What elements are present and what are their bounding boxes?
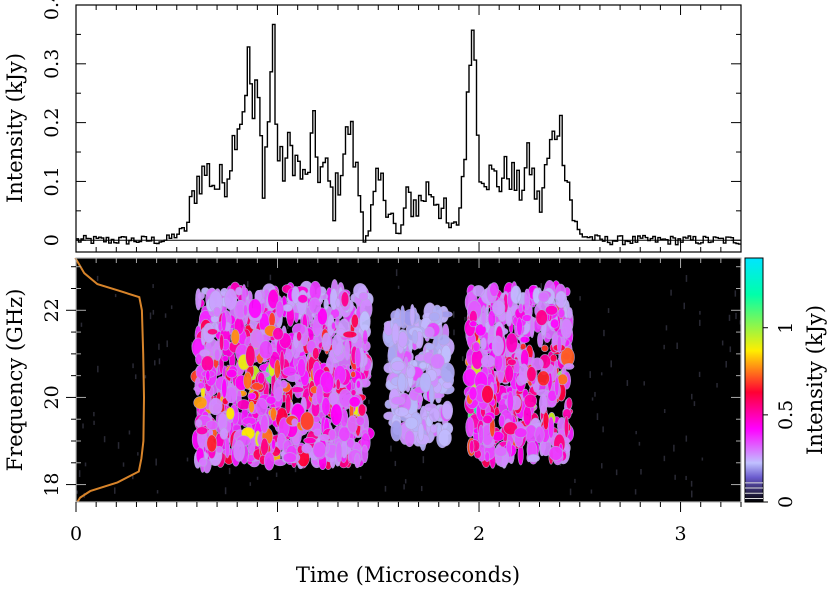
y-tick-label: 18 xyxy=(41,472,63,496)
y-tick-label: 22 xyxy=(41,298,63,322)
colorbar-contour-levels xyxy=(745,482,763,500)
colorbar-tick-label: 1 xyxy=(775,322,797,334)
x-tick-label: 1 xyxy=(271,523,283,545)
dynamic-spectrum-panel: 18 20 22 0 1 2 3 Frequency (GHz) Time (Micros… xyxy=(3,257,742,587)
y-tick-label: 0.2 xyxy=(41,108,63,138)
y-tick-label: 0.4 xyxy=(41,0,63,20)
lightcurve-ticks xyxy=(75,4,742,252)
y-tick-label: 0 xyxy=(41,234,63,246)
lightcurve-frame xyxy=(75,4,742,253)
lightcurve-y-tick-labels: 0 0.1 0.2 0.3 0.4 xyxy=(41,0,63,246)
spectrum-emission xyxy=(190,279,575,474)
spectrum-ylabel: Frequency (GHz) xyxy=(3,289,27,472)
colorbar-tick-labels: 00.51 xyxy=(763,322,797,508)
y-tick-label: 20 xyxy=(41,385,63,409)
x-tick-label: 0 xyxy=(70,523,82,545)
dynamic-spectrum-frame xyxy=(75,257,742,503)
spectrum-ticks xyxy=(66,258,742,512)
lightcurve-series xyxy=(76,23,741,246)
bandpass-overlay xyxy=(74,257,146,503)
colorbar-label: Intensity (kJy) xyxy=(803,305,827,455)
x-tick-label: 2 xyxy=(473,523,485,545)
y-tick-label: 0.3 xyxy=(41,49,63,79)
spectrum-y-tick-labels: 18 20 22 xyxy=(41,298,63,496)
colorbar-tick-label: 0.5 xyxy=(775,400,797,430)
lightcurve-panel: 0 0.1 0.2 0.3 0.4 Intensity (kJy) xyxy=(3,0,742,253)
x-tick-label: 3 xyxy=(674,523,686,545)
colorbar-gradient xyxy=(744,257,764,503)
colorbar: 00.51 Intensity (kJy) xyxy=(744,257,827,508)
colorbar-tick-label: 0 xyxy=(775,496,797,508)
time-axis-label: Time (Microseconds) xyxy=(296,563,520,587)
time-axis-tick-labels: 0 1 2 3 xyxy=(70,523,687,545)
lightcurve-ylabel: Intensity (kJy) xyxy=(3,53,27,203)
y-tick-label: 0.1 xyxy=(41,166,63,196)
